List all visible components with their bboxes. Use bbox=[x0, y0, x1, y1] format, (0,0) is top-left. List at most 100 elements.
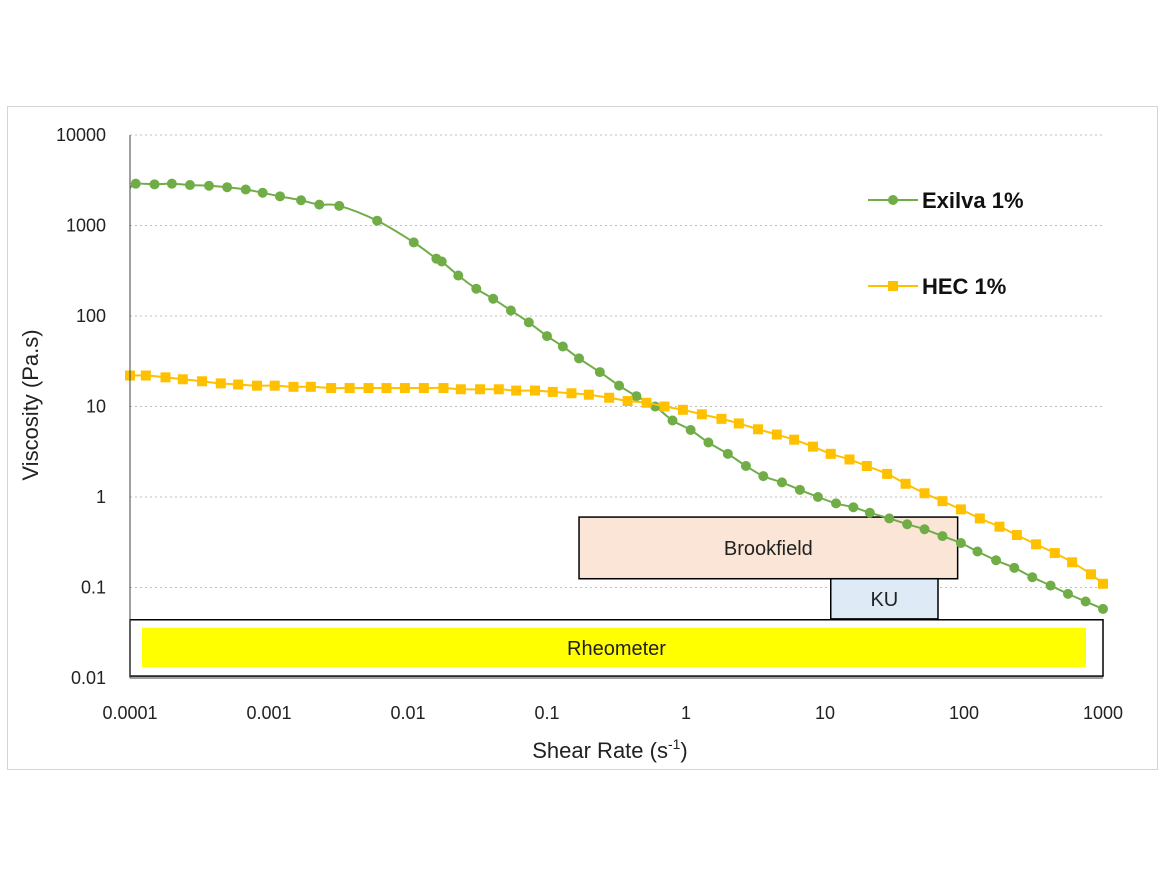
series-exilva-1 bbox=[129, 178, 1108, 614]
data-point bbox=[130, 178, 141, 189]
data-point bbox=[794, 484, 805, 495]
data-point bbox=[825, 448, 836, 459]
data-point bbox=[771, 429, 782, 440]
data-point bbox=[344, 383, 355, 394]
data-point bbox=[902, 519, 913, 530]
data-point bbox=[505, 305, 516, 316]
data-point bbox=[1011, 530, 1022, 541]
data-point bbox=[631, 391, 642, 402]
data-point bbox=[326, 383, 337, 394]
range-box-brookfield bbox=[578, 516, 959, 580]
data-point bbox=[547, 386, 558, 397]
data-point bbox=[716, 413, 727, 424]
data-point bbox=[808, 441, 819, 452]
data-point bbox=[1098, 578, 1108, 589]
data-point bbox=[831, 498, 842, 509]
data-point bbox=[861, 461, 872, 472]
data-point bbox=[991, 555, 1002, 566]
data-point bbox=[994, 521, 1005, 532]
data-point bbox=[919, 488, 930, 499]
data-point bbox=[1009, 562, 1020, 573]
legend-item-hec: HEC 1% bbox=[868, 274, 1006, 299]
data-point bbox=[919, 524, 930, 535]
data-point bbox=[844, 454, 855, 465]
data-point bbox=[758, 471, 769, 482]
data-point bbox=[776, 477, 787, 488]
data-point bbox=[614, 380, 625, 391]
data-point bbox=[677, 404, 688, 415]
data-point bbox=[848, 502, 859, 513]
data-point bbox=[604, 392, 615, 403]
data-point bbox=[574, 353, 585, 364]
data-point bbox=[722, 448, 733, 459]
data-point bbox=[288, 381, 299, 392]
data-point bbox=[937, 496, 948, 507]
data-point bbox=[160, 372, 171, 383]
data-point bbox=[703, 437, 714, 448]
data-point bbox=[184, 180, 195, 191]
data-point bbox=[789, 434, 800, 445]
data-point bbox=[475, 384, 486, 395]
x-tick-label: 100 bbox=[949, 703, 979, 723]
data-point bbox=[1031, 539, 1042, 550]
y-tick-label: 1 bbox=[96, 487, 106, 507]
data-point bbox=[296, 195, 307, 206]
data-point bbox=[1067, 557, 1078, 568]
data-point bbox=[314, 199, 325, 210]
data-point bbox=[511, 385, 522, 396]
y-tick-label: 1000 bbox=[66, 216, 106, 236]
data-point bbox=[334, 200, 345, 211]
data-point bbox=[203, 180, 214, 191]
data-point bbox=[438, 383, 449, 394]
data-point bbox=[215, 378, 226, 389]
data-point bbox=[488, 293, 499, 304]
legend: Exilva 1% HEC 1% bbox=[868, 188, 1024, 299]
data-point bbox=[566, 388, 577, 399]
data-point bbox=[240, 184, 251, 195]
y-tick-label: 100 bbox=[76, 306, 106, 326]
data-point bbox=[594, 367, 605, 378]
data-point bbox=[166, 178, 177, 189]
data-point bbox=[233, 379, 244, 390]
data-point bbox=[753, 424, 764, 435]
measurement-ranges: Brookfield KU Rheometer bbox=[129, 516, 1104, 677]
series-hec-1 bbox=[125, 370, 1108, 589]
data-point bbox=[436, 256, 447, 267]
x-axis-title-end: ) bbox=[680, 738, 687, 763]
x-tick-label: 0.0001 bbox=[102, 703, 157, 723]
range-label-ku: KU bbox=[870, 589, 898, 611]
data-point bbox=[471, 283, 482, 294]
x-tick-label: 0.01 bbox=[390, 703, 425, 723]
gridlines bbox=[130, 134, 1103, 588]
data-point bbox=[523, 317, 534, 328]
data-point bbox=[955, 538, 966, 549]
data-point bbox=[455, 384, 466, 395]
data-point bbox=[900, 478, 911, 489]
data-point bbox=[418, 383, 429, 394]
data-point bbox=[882, 468, 893, 479]
series-layer bbox=[125, 178, 1108, 614]
data-point bbox=[408, 237, 419, 248]
data-point bbox=[177, 374, 188, 385]
data-point bbox=[305, 381, 316, 392]
x-axis-title-sup: -1 bbox=[668, 736, 681, 752]
data-point bbox=[1062, 588, 1073, 599]
data-point bbox=[1080, 596, 1091, 607]
y-tick-label: 10 bbox=[86, 397, 106, 417]
data-point bbox=[252, 380, 263, 391]
data-point bbox=[275, 191, 286, 202]
data-point bbox=[937, 531, 948, 542]
data-point bbox=[197, 376, 208, 387]
legend-label-exilva: Exilva 1% bbox=[922, 188, 1024, 213]
data-point bbox=[955, 504, 966, 515]
data-point bbox=[667, 415, 678, 426]
data-point bbox=[696, 409, 707, 420]
x-tick-label: 1000 bbox=[1083, 703, 1123, 723]
tick-labels: 10000 1000 100 10 1 0.1 0.01 0.0001 0.001 0.01 0.1… bbox=[56, 125, 1123, 723]
data-point bbox=[257, 187, 268, 198]
data-point bbox=[372, 215, 383, 226]
data-point bbox=[583, 389, 594, 400]
range-box-ku bbox=[830, 577, 939, 620]
data-point bbox=[1027, 572, 1038, 583]
